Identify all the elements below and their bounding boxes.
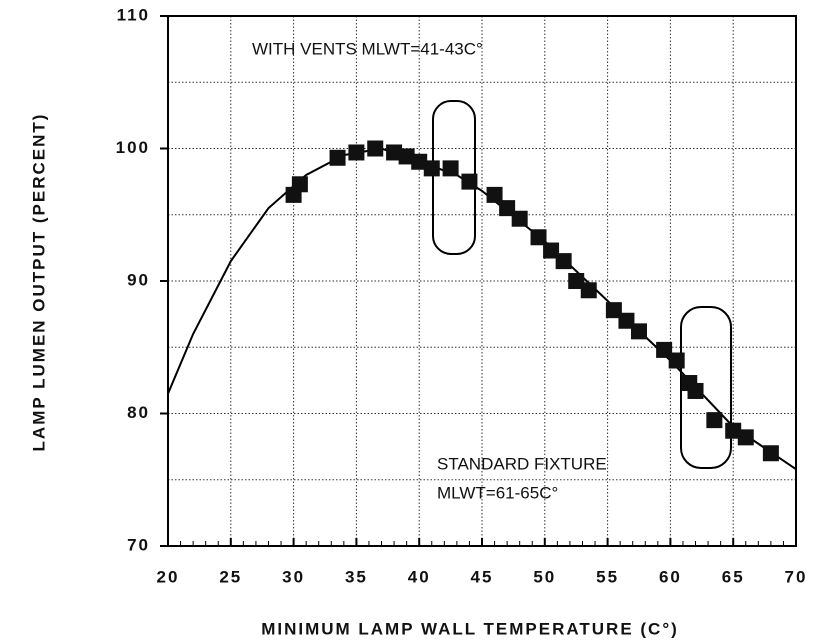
curve xyxy=(167,147,797,470)
data-point xyxy=(411,153,428,170)
data-point xyxy=(348,144,365,161)
x-tick-label: 50 xyxy=(533,567,556,586)
annotation: WITH VENTS MLWT=41-43C° xyxy=(252,39,483,58)
data-point xyxy=(580,282,597,299)
x-tick-label: 30 xyxy=(282,567,305,586)
data-point xyxy=(631,323,647,340)
y-axis-label: LAMP LUMEN OUTPUT (PERCENT) xyxy=(29,113,48,452)
y-tick-label: 80 xyxy=(127,403,150,422)
data-point xyxy=(291,176,308,193)
data-point xyxy=(656,341,673,358)
data-point xyxy=(706,412,723,429)
data-point xyxy=(687,382,704,399)
data-point xyxy=(762,445,779,462)
data-point xyxy=(737,429,754,446)
x-tick-label: 70 xyxy=(785,567,808,586)
data-point xyxy=(605,302,622,319)
data-point xyxy=(618,312,635,329)
data-point xyxy=(442,160,459,177)
y-tick-label: 70 xyxy=(127,535,150,554)
standard-range-box xyxy=(680,306,732,469)
data-point xyxy=(499,200,516,217)
data-point xyxy=(329,149,346,166)
x-axis-label: MINIMUM LAMP WALL TEMPERATURE (C°) xyxy=(261,619,679,638)
annotation: STANDARD FIXTURE xyxy=(437,454,607,473)
x-tick-label: 40 xyxy=(408,567,431,586)
x-tick-label: 20 xyxy=(157,567,180,586)
y-tick-label: 90 xyxy=(127,270,150,289)
data-point xyxy=(555,253,572,270)
data-point xyxy=(367,140,384,157)
data-point xyxy=(386,144,403,161)
data-point xyxy=(568,273,585,289)
data-point xyxy=(530,229,547,246)
x-tick-label: 45 xyxy=(471,567,494,586)
annotation: MLWT=61-65C° xyxy=(437,483,558,502)
y-tick-label: 100 xyxy=(116,138,150,157)
data-point xyxy=(423,160,440,177)
data-point xyxy=(543,242,560,259)
x-tick-label: 25 xyxy=(219,567,242,586)
data-point xyxy=(461,173,478,190)
plot-frame xyxy=(167,15,797,547)
data-point xyxy=(725,422,742,439)
data-point xyxy=(511,210,528,227)
data-point xyxy=(668,352,685,369)
x-tick-label: 65 xyxy=(722,567,745,586)
data-point xyxy=(486,186,503,203)
data-point xyxy=(398,148,415,165)
x-tick-label: 35 xyxy=(345,567,368,586)
x-tick-label: 55 xyxy=(596,567,619,586)
x-tick-label: 60 xyxy=(659,567,682,586)
y-tick-label: 110 xyxy=(117,5,150,24)
